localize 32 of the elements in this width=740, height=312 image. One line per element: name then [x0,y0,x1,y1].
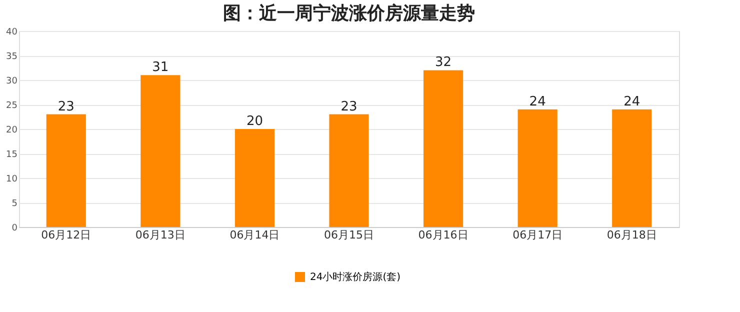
y-tick-label: 15 [6,150,18,160]
data-label: 32 [435,55,452,70]
x-tick-label: 06月18日 [606,228,657,242]
x-tick-label: 06月15日 [324,228,374,242]
bar [140,75,180,227]
data-label: 23 [340,99,358,114]
data-label: 24 [529,94,546,110]
bar [234,129,275,227]
y-tick-label: 5 [12,199,18,209]
y-tick-label: 40 [6,28,18,38]
bar [423,70,464,227]
bar [612,109,652,227]
x-tick-label: 06月13日 [135,228,186,242]
chart-title: 图：近一周宁波涨价房源量走势 [223,3,475,24]
y-tick-label: 30 [6,76,18,86]
data-label: 31 [152,60,169,76]
bar [46,114,86,227]
data-label: 23 [58,99,74,114]
data-label: 24 [624,94,640,110]
data-label: 20 [246,114,263,129]
bar [329,114,369,227]
x-tick-label: 06月16日 [418,228,468,242]
y-tick-label: 35 [6,52,18,62]
y-tick-label: 10 [6,174,18,184]
y-tick-label: 20 [6,126,18,136]
y-tick-label: 0 [12,224,18,234]
legend-label: 24小时涨价房源(套) [310,271,401,283]
x-tick-label: 06月17日 [512,228,563,242]
y-tick-label: 25 [6,101,18,111]
bar [518,109,558,227]
x-tick-label: 06月12日 [41,228,92,242]
x-tick-label: 06月14日 [230,228,280,242]
